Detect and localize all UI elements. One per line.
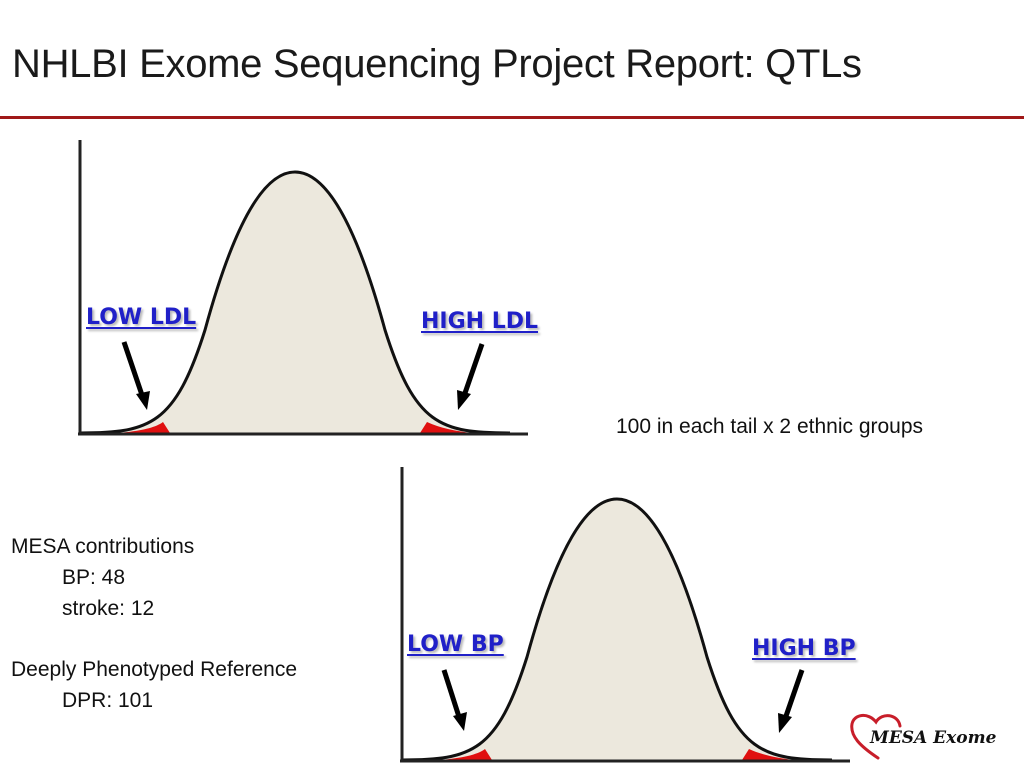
ldl-curve-group: [78, 140, 528, 436]
bp-low-arrowhead: [453, 712, 467, 731]
mesa-contributions-heading: MESA contributions: [11, 535, 195, 558]
page-title: NHLBI Exome Sequencing Project Report: Q…: [12, 42, 862, 86]
dpr-count: DPR: 101: [62, 689, 154, 712]
bp-high-arrow: [782, 669, 805, 720]
bp-high-tail: [742, 749, 794, 760]
ldl-high-arrowhead: [457, 390, 471, 410]
tail-count-note: 100 in each tail x 2 ethnic groups: [616, 415, 924, 438]
ldl-curve-body: [80, 172, 510, 433]
bp-low-tail: [440, 749, 492, 760]
heart-icon: [850, 714, 902, 760]
high-bp-label: HIGH BP: [752, 636, 856, 661]
bp-curve-body: [402, 499, 832, 760]
title-divider: [0, 116, 1024, 119]
low-bp-label: LOW BP: [407, 632, 504, 657]
ldl-high-arrow: [461, 343, 485, 397]
mesa-stroke-count: stroke: 12: [62, 597, 155, 620]
logo-text: MESA Exome: [870, 728, 997, 748]
bp-curve-outline: [401, 497, 833, 762]
ldl-low-tail: [118, 422, 170, 433]
bp-high-arrowhead: [778, 713, 792, 733]
ldl-high-tail: [420, 422, 472, 433]
bp-low-arrow: [441, 669, 463, 721]
ldl-curve-outline: [79, 170, 511, 435]
mesa-bp-count: BP: 48: [62, 566, 126, 589]
ldl-low-arrowhead: [136, 391, 150, 410]
ldl-low-arrow: [121, 341, 146, 399]
mesa-exome-logo: MESA Exome: [848, 710, 1008, 762]
high-ldl-label: HIGH LDL: [421, 309, 539, 334]
bp-curve-group: [400, 467, 850, 763]
low-ldl-label: LOW LDL: [86, 305, 197, 330]
dpr-heading: Deeply Phenotyped Reference: [11, 658, 298, 681]
